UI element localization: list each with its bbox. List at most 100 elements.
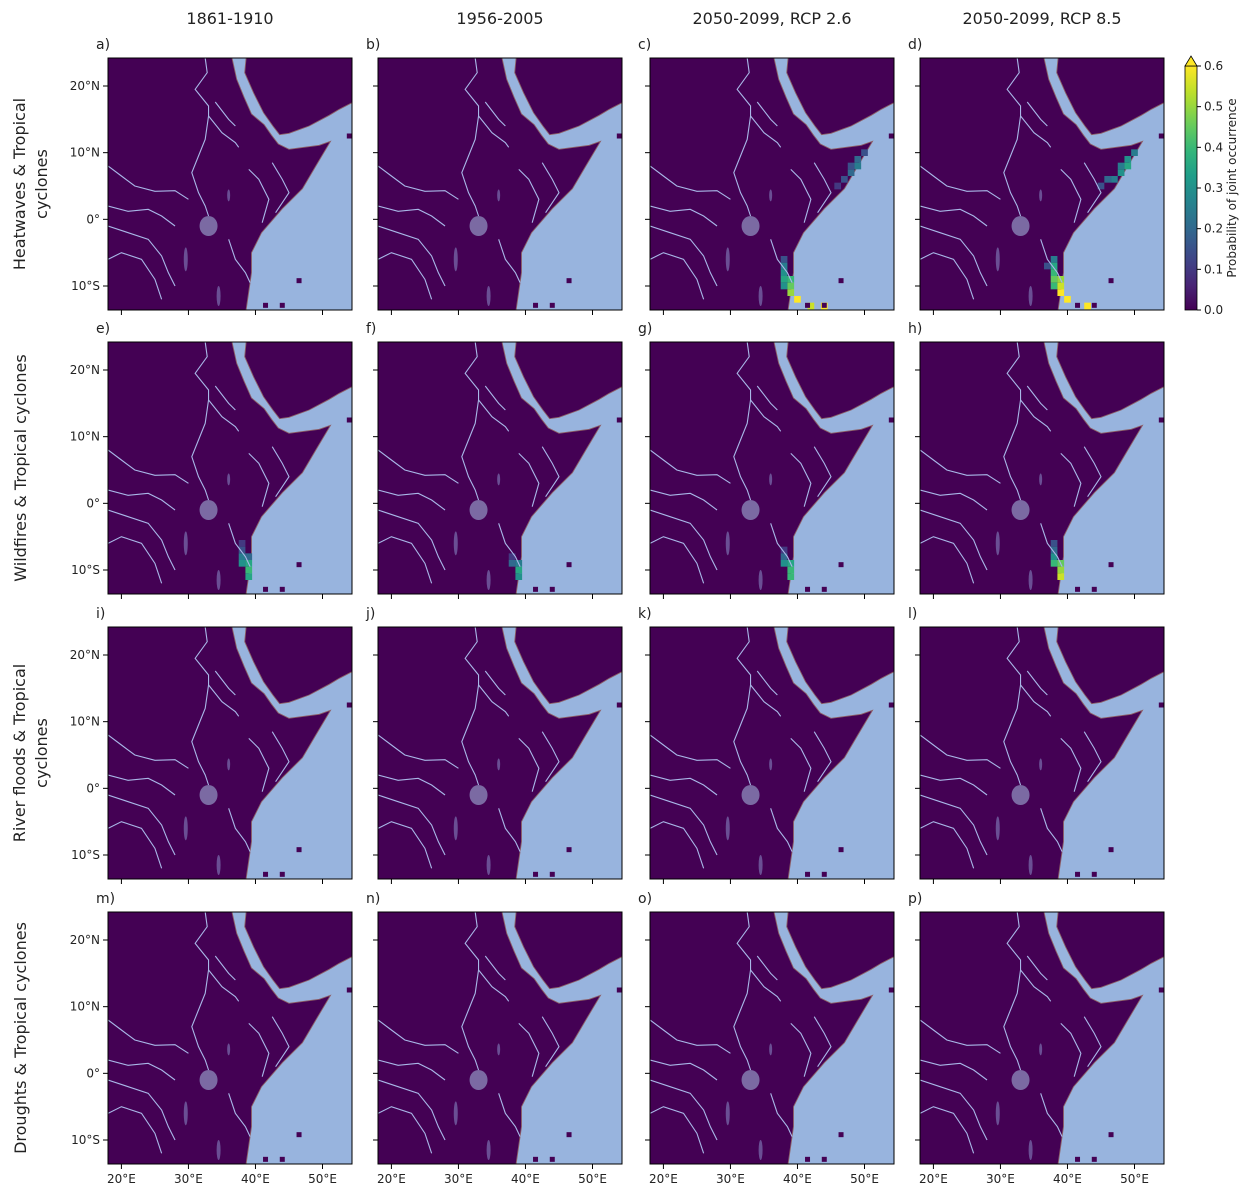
probability-cell xyxy=(245,573,253,580)
column-title: 1861-1910 xyxy=(186,9,273,28)
river xyxy=(378,449,459,484)
island xyxy=(1075,871,1081,877)
x-tick-label: 40°E xyxy=(511,1172,540,1186)
river xyxy=(790,1022,812,1077)
river xyxy=(920,821,975,869)
sea xyxy=(773,912,894,1164)
island xyxy=(263,1156,269,1162)
map-panel xyxy=(920,342,1164,594)
probability-cell xyxy=(1057,289,1065,296)
probability-cell xyxy=(238,560,246,567)
island xyxy=(549,586,555,592)
river xyxy=(920,774,988,796)
probability-cell xyxy=(807,302,815,310)
river xyxy=(920,509,988,571)
river xyxy=(518,168,540,223)
probability-cell xyxy=(1111,176,1118,183)
sea xyxy=(1043,58,1164,310)
lake-victoria xyxy=(741,1070,760,1090)
river xyxy=(733,912,752,1071)
lake-turkana xyxy=(227,473,231,486)
river xyxy=(1026,101,1048,127)
island xyxy=(821,586,827,592)
river xyxy=(650,536,705,584)
river xyxy=(650,509,718,571)
island xyxy=(533,302,539,308)
x-tick-label: 30°E xyxy=(444,1172,473,1186)
panel-frame xyxy=(377,57,623,311)
probability-cell xyxy=(238,546,246,554)
probability-cell xyxy=(780,560,788,567)
river xyxy=(498,523,521,567)
colorbar-tick-label: 0.2 xyxy=(1204,222,1223,236)
river xyxy=(920,252,975,300)
column-title: 2050-2099, RCP 2.6 xyxy=(692,9,851,28)
x-tick-label: 20°E xyxy=(649,1172,678,1186)
lake-malawi xyxy=(216,1140,221,1160)
y-tick-label: 20°N xyxy=(70,933,100,947)
river xyxy=(208,969,240,1002)
lake-turkana xyxy=(1039,758,1043,771)
probability-cell xyxy=(1057,282,1065,290)
river xyxy=(108,536,163,584)
panel-frame xyxy=(649,57,895,311)
map-panel xyxy=(920,627,1164,879)
river xyxy=(518,737,540,792)
island xyxy=(1091,1156,1097,1162)
river xyxy=(1003,627,1022,786)
lake-malawi xyxy=(486,570,491,590)
river xyxy=(813,731,832,782)
river xyxy=(920,165,1001,200)
island xyxy=(805,586,811,592)
lake-malawi xyxy=(486,286,491,306)
river xyxy=(214,385,236,411)
river xyxy=(108,734,189,769)
river xyxy=(813,1016,832,1067)
panel-label: m) xyxy=(96,891,115,907)
island xyxy=(296,1132,302,1138)
river xyxy=(733,627,752,786)
river xyxy=(756,955,778,981)
river xyxy=(478,115,510,148)
map-panel xyxy=(378,342,622,594)
lake-turkana xyxy=(497,473,501,486)
river xyxy=(271,1016,290,1067)
panel-frame xyxy=(919,911,1165,1165)
lake-malawi xyxy=(216,570,221,590)
panel-label: a) xyxy=(96,37,110,53)
panel-label: b) xyxy=(366,37,380,53)
x-tick-label: 50°E xyxy=(850,1172,879,1186)
probability-cell xyxy=(780,546,788,554)
island xyxy=(616,417,622,423)
river xyxy=(214,670,236,696)
map-panel xyxy=(378,912,622,1164)
sea xyxy=(773,342,894,594)
river xyxy=(108,449,189,484)
island xyxy=(1108,1132,1114,1138)
lake-turkana xyxy=(1039,1043,1043,1056)
colorbar-tick-label: 0.5 xyxy=(1204,100,1223,114)
river xyxy=(271,446,290,497)
river xyxy=(108,794,176,856)
river xyxy=(650,1019,731,1054)
river xyxy=(1003,912,1022,1071)
probability-cell xyxy=(1131,149,1138,156)
lake-victoria xyxy=(741,216,760,236)
river xyxy=(1003,342,1022,501)
river xyxy=(733,342,752,501)
panel-label: f) xyxy=(366,321,376,337)
lake-victoria xyxy=(469,1070,488,1090)
river xyxy=(378,1019,459,1054)
y-tick-label: 20°N xyxy=(70,363,100,377)
river xyxy=(378,734,459,769)
sea xyxy=(231,627,352,879)
row-label: cyclones xyxy=(32,149,51,219)
island xyxy=(1075,302,1081,308)
panel-label: e) xyxy=(96,321,110,337)
island xyxy=(533,586,539,592)
river xyxy=(478,969,510,1002)
lake-victoria xyxy=(469,785,488,805)
river xyxy=(650,225,718,287)
river xyxy=(770,808,793,852)
x-tick-label: 20°E xyxy=(377,1172,406,1186)
